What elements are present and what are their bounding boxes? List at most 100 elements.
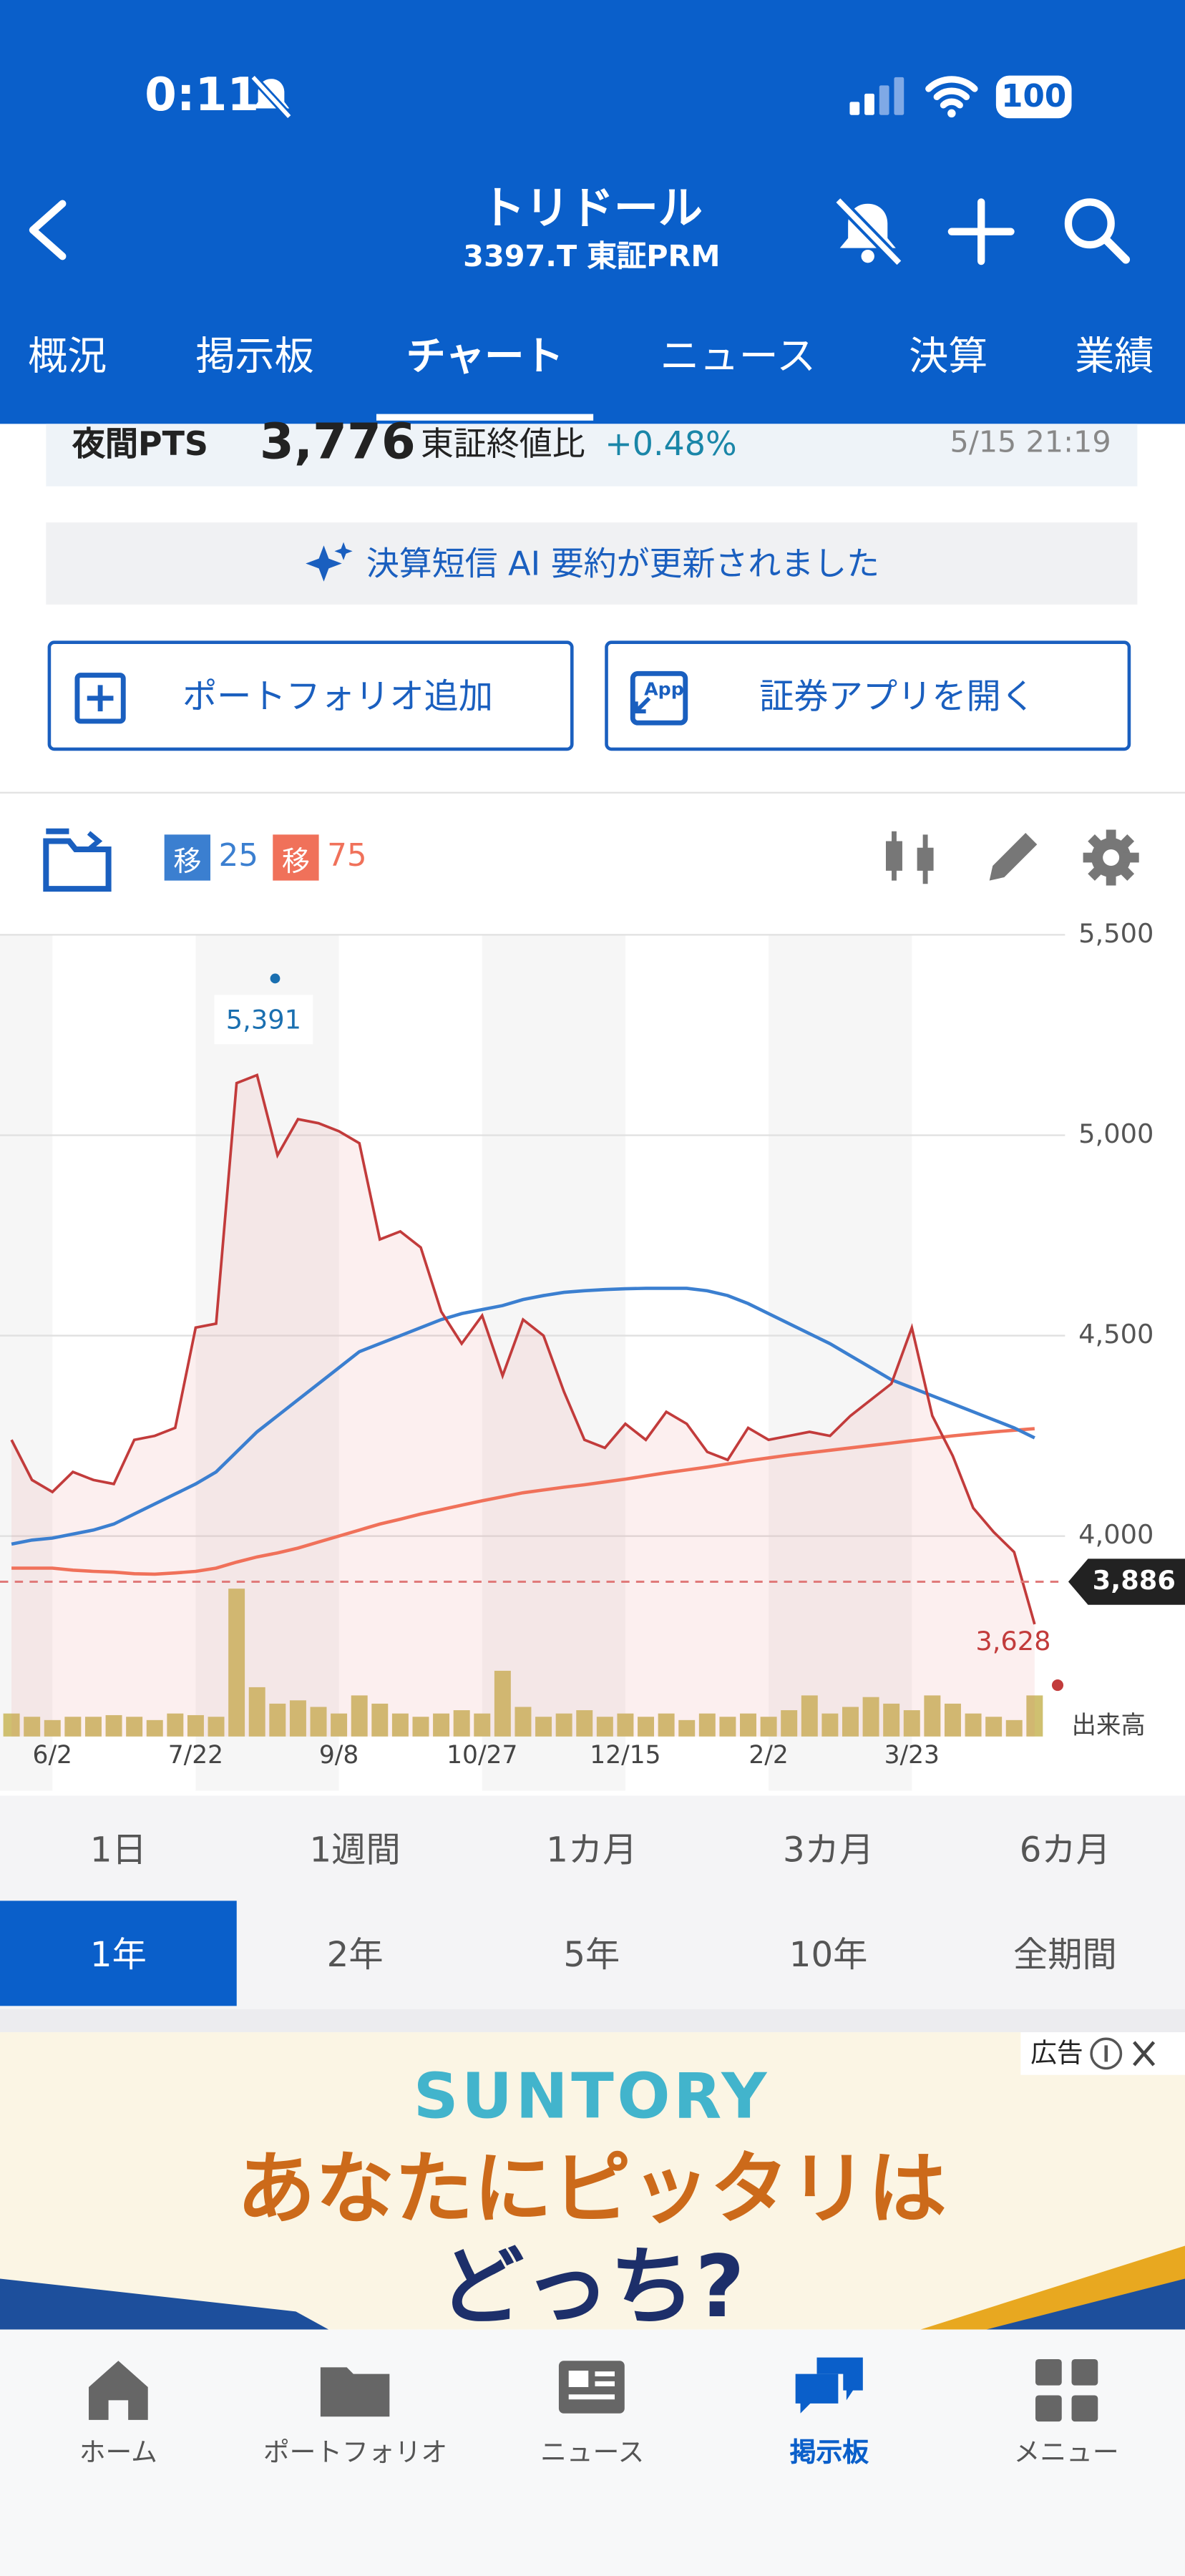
volume-bar (596, 1717, 613, 1737)
period-button[interactable]: 2年 (326, 1935, 384, 1975)
volume-bar (1005, 1719, 1023, 1737)
shade-band (769, 935, 912, 1791)
volume-bar (84, 1717, 102, 1737)
legend-label: 75 (327, 837, 367, 874)
pts-label: 夜間PTS (72, 424, 209, 464)
volume-bar (1026, 1695, 1043, 1737)
settings-button[interactable] (1078, 825, 1144, 891)
x-tick-label: 7/22 (168, 1741, 223, 1770)
volume-bar (331, 1713, 348, 1737)
price-area (11, 1075, 1035, 1737)
candle-button[interactable] (877, 825, 943, 891)
legend-badge: 移 (273, 834, 319, 881)
stock-code: 3397.T 東証PRM (463, 240, 721, 275)
ad-art (0, 2245, 1185, 2330)
volume-bar (433, 1713, 450, 1737)
ad-tag-label: 広告 (1030, 2036, 1083, 2069)
x-tick-label: 3/23 (884, 1741, 940, 1770)
tab[interactable]: チャート (406, 333, 564, 380)
price-chart: 4,000 4,500 5,000 5,500 出来高 3,886 5,391 3,628 6/… (0, 920, 1185, 1791)
period-button[interactable]: 全期間 (1013, 1935, 1117, 1975)
ad-banner[interactable]: SUNTORY あなたにピッタリは どっち? 広告 (0, 2032, 1185, 2330)
period-button[interactable]: 6カ月 (1019, 1830, 1111, 1870)
period-button[interactable]: 10年 (789, 1935, 868, 1975)
pts-compare-label: 東証終値比 (420, 424, 585, 464)
volume-bar (248, 1687, 265, 1737)
notice-text: 決算短信 AI 要約が更新されました (366, 543, 880, 584)
pts-card: 夜間PTS 3,776 東証終値比 +0.48% 5/15 21:19 (46, 418, 1138, 487)
nav-item[interactable]: ニュース (474, 2330, 711, 2576)
back-button[interactable] (20, 197, 76, 263)
volume-bar (555, 1713, 572, 1737)
divider (0, 791, 1185, 794)
tab[interactable]: ニュース (660, 333, 816, 380)
moving-average-line (11, 1427, 1035, 1576)
period-button[interactable]: 5年 (563, 1935, 620, 1975)
tab[interactable]: 概況 (28, 333, 107, 380)
app-icon (630, 670, 688, 726)
tab[interactable]: 決算 (909, 333, 988, 380)
volume-bar (781, 1710, 798, 1737)
volume-bar (105, 1714, 122, 1737)
ad-brand: SUNTORY (413, 2060, 771, 2133)
volume-bar (126, 1717, 143, 1737)
volume-bar (167, 1713, 184, 1737)
tab[interactable]: 業績 (1075, 333, 1154, 380)
add-portfolio-label: ポートフォリオ追加 (182, 676, 494, 717)
app-header: 0:11 100 トリドール 3397.T 東証PRM 概況 掲示板 チャート ニュー… (0, 0, 1185, 424)
y-tick-label: 5,500 (1078, 920, 1154, 949)
period-button[interactable]: 1日 (89, 1830, 147, 1870)
chart-switch-button[interactable] (39, 825, 115, 894)
volume-bar (760, 1717, 777, 1737)
ad-tag[interactable]: 広告 (1020, 2032, 1185, 2075)
period-button[interactable]: 1年 (0, 1901, 237, 2006)
nav-label: ポートフォリオ (263, 2436, 448, 2468)
last-price-tag (1068, 1558, 1185, 1605)
nav-item[interactable]: ホーム (0, 2330, 237, 2576)
volume-bar (801, 1695, 818, 1737)
plus-box-icon (74, 673, 126, 724)
pts-price: 3,776 (259, 414, 416, 472)
tab[interactable]: 掲示板 (195, 333, 314, 380)
period-button[interactable]: 1カ月 (546, 1830, 638, 1870)
volume-bar (208, 1717, 225, 1737)
app-icon-text: App (644, 678, 683, 699)
period-button[interactable]: 3カ月 (782, 1830, 874, 1870)
nav-item[interactable]: メニュー (948, 2330, 1185, 2576)
volume-bar (944, 1703, 961, 1737)
volume-bar (412, 1717, 429, 1737)
alert-button[interactable] (830, 194, 906, 270)
volume-bar (24, 1717, 41, 1737)
legend-label: 25 (218, 837, 259, 874)
nav-item[interactable]: 掲示板 (711, 2330, 948, 2576)
volume-bar (985, 1717, 1003, 1737)
draw-button[interactable] (980, 825, 1045, 891)
x-tick-label: 6/2 (33, 1741, 72, 1770)
nav-label: ニュース (540, 2436, 645, 2468)
price-line (10, 1073, 1036, 1625)
period-selector: 1日 1週間 1カ月 3カ月 6カ月 1年 2年 5年 10年 全期間 (0, 1795, 1185, 2009)
volume-bar (658, 1713, 675, 1737)
volume-bar (883, 1703, 900, 1737)
nav-item[interactable]: ポートフォリオ (237, 2330, 474, 2576)
volume-bar (453, 1710, 470, 1737)
volume-bar (269, 1703, 286, 1737)
nav-icon (794, 2357, 862, 2414)
stock-name: トリドール (480, 184, 703, 235)
nav-label: ホーム (79, 2436, 157, 2468)
volume-bar (678, 1719, 696, 1737)
high-label: 5,391 (226, 1005, 301, 1035)
volume-bar (187, 1714, 204, 1737)
add-button[interactable] (947, 197, 1015, 266)
open-app-label: 証券アプリを開く (759, 676, 1035, 717)
low-label: 3,628 (975, 1626, 1050, 1657)
app-icon-label: App (644, 678, 683, 699)
add-portfolio-button[interactable]: ポートフォリオ追加 (47, 640, 574, 751)
search-button[interactable] (1060, 194, 1132, 266)
period-button[interactable]: 1週間 (309, 1830, 401, 1870)
open-app-button[interactable]: App 証券アプリを開く (605, 640, 1131, 751)
ai-notice[interactable]: 決算短信 AI 要約が更新されました (46, 522, 1138, 605)
volume-bar (44, 1719, 61, 1737)
tab-indicator (376, 414, 594, 421)
volume-bar (719, 1717, 736, 1737)
